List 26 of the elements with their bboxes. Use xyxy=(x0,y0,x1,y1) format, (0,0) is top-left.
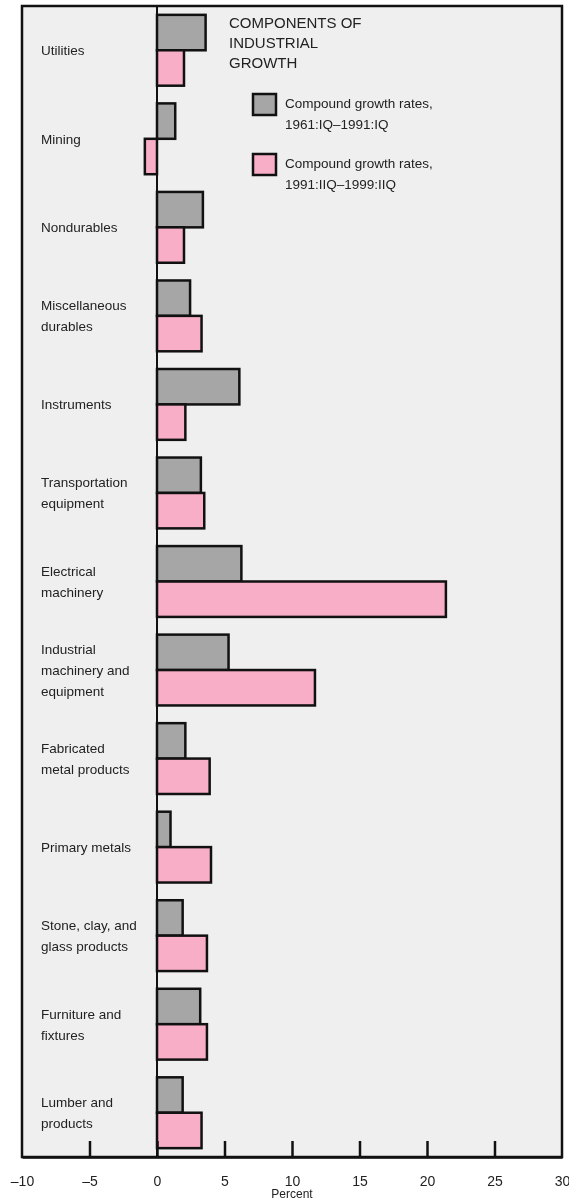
y-tick-label: Instruments xyxy=(41,397,112,413)
x-tick-label: 5 xyxy=(221,1172,230,1189)
x-tick-label: –5 xyxy=(82,1172,98,1189)
legend-label: Compound growth rates, 1961:IQ–1991:IQ xyxy=(285,96,433,132)
x-tick-label: 15 xyxy=(352,1172,368,1189)
y-tick-label: Stone, clay, and glass products xyxy=(41,918,137,955)
y-tick-label: Nondurables xyxy=(41,220,118,236)
x-tick-label: 10 xyxy=(284,1172,301,1189)
y-tick-label: Utilities xyxy=(41,43,85,59)
y-tick-label: Electrical machinery xyxy=(41,564,104,600)
x-tick-label: –10 xyxy=(10,1172,35,1189)
text: COMPONENTS OF INDUSTRIAL GROWTH xyxy=(229,14,362,71)
x-axis-title: Percent xyxy=(271,1187,314,1200)
x-tick-label: 0 xyxy=(153,1172,162,1189)
y-tick-label: Mining xyxy=(41,131,81,147)
y-tick-label: Fabricated metal products xyxy=(41,741,130,778)
y-tick-label: Primary metals xyxy=(41,840,132,856)
y-tick-label: Furniture and fixtures xyxy=(41,1006,122,1043)
y-tick-label: Transportation equipment xyxy=(41,475,128,512)
y-tick-label: Industrial machinery and equipment xyxy=(41,642,130,700)
legend-label: Compound growth rates, 1991:IIQ–1999:IIQ xyxy=(285,156,433,192)
x-tick-label: 20 xyxy=(419,1172,436,1189)
x-tick-label: 25 xyxy=(487,1172,503,1189)
y-tick-label: Miscellaneous durables xyxy=(41,298,127,335)
y-tick-label: Lumber and products xyxy=(41,1095,114,1132)
x-tick-label: 30 xyxy=(554,1172,569,1189)
